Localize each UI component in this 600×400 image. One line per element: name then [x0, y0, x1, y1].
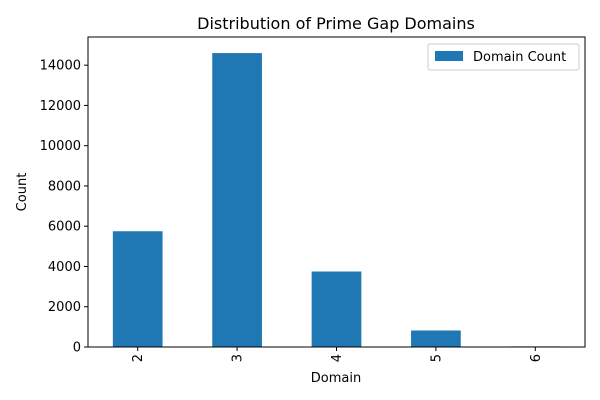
x-tick-label: 2: [131, 354, 146, 362]
legend-swatch: [435, 51, 463, 61]
plot-frame: [87, 36, 586, 348]
legend-frame: [427, 43, 580, 71]
bars-layer: [112, 53, 561, 347]
x-tick-label: 5: [429, 354, 444, 362]
chart-title: Distribution of Prime Gap Domains: [197, 14, 475, 33]
y-tick-label: 14000: [40, 59, 81, 74]
x-tick-label: 6: [529, 354, 544, 362]
x-tick-label: 3: [231, 354, 246, 362]
y-tick-label: 12000: [40, 99, 81, 114]
bar-4: [311, 271, 362, 347]
bar-2: [112, 231, 163, 347]
y-tick-label: 2000: [48, 300, 81, 315]
y-tick-label: 4000: [48, 260, 81, 275]
y-axis: 0 2000 4000 6000 8000 10000 12000 14000: [40, 59, 88, 356]
y-tick-label: 8000: [48, 179, 81, 194]
legend-label: Domain Count: [473, 50, 566, 65]
y-tick-label: 0: [73, 341, 81, 356]
y-tick-label: 6000: [48, 220, 81, 235]
bar-3: [212, 53, 262, 347]
x-tick-label: 4: [330, 354, 345, 362]
bar-5: [411, 330, 461, 347]
y-tick-label: 10000: [40, 139, 81, 154]
x-axis-label: Domain: [311, 371, 361, 386]
x-axis: 2 3 4 5 6: [131, 347, 544, 362]
y-axis-label: Count: [15, 173, 30, 212]
legend: Domain Count: [427, 43, 580, 71]
